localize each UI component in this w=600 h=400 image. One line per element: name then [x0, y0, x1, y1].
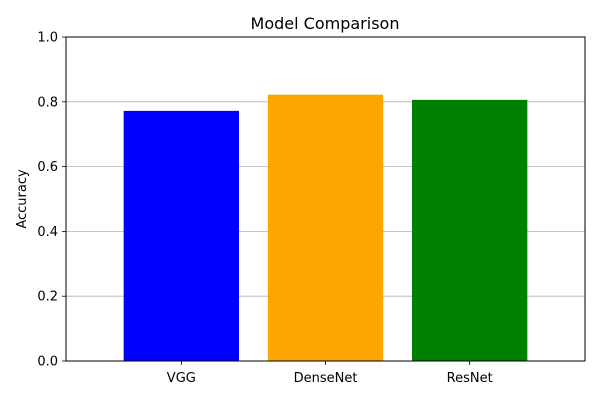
- y-tick-label: 1.0: [37, 31, 58, 46]
- x-tick-label: VGG: [167, 371, 196, 386]
- y-tick-label: 0.6: [37, 160, 58, 175]
- y-axis-ticks: 0.0 0.2 0.4 0.6 0.8 1.0: [37, 31, 66, 370]
- chart-title: Model Comparison: [251, 14, 400, 33]
- bar-densenet: [267, 94, 384, 361]
- x-axis-ticks: VGG DenseNet ResNet: [167, 361, 493, 386]
- x-tick-label: ResNet: [447, 371, 493, 386]
- y-tick-label: 0.2: [37, 290, 58, 305]
- y-tick-label: 0.8: [37, 95, 58, 110]
- bar-resnet: [412, 99, 528, 361]
- bars: [123, 94, 528, 361]
- plot-area-frame: [65, 36, 586, 362]
- y-tick-label: 0.4: [37, 225, 58, 240]
- y-tick-label: 0.0: [37, 355, 58, 370]
- y-axis-label: Accuracy: [15, 169, 30, 229]
- x-tick-label: DenseNet: [294, 371, 358, 386]
- bar-vgg: [123, 110, 239, 361]
